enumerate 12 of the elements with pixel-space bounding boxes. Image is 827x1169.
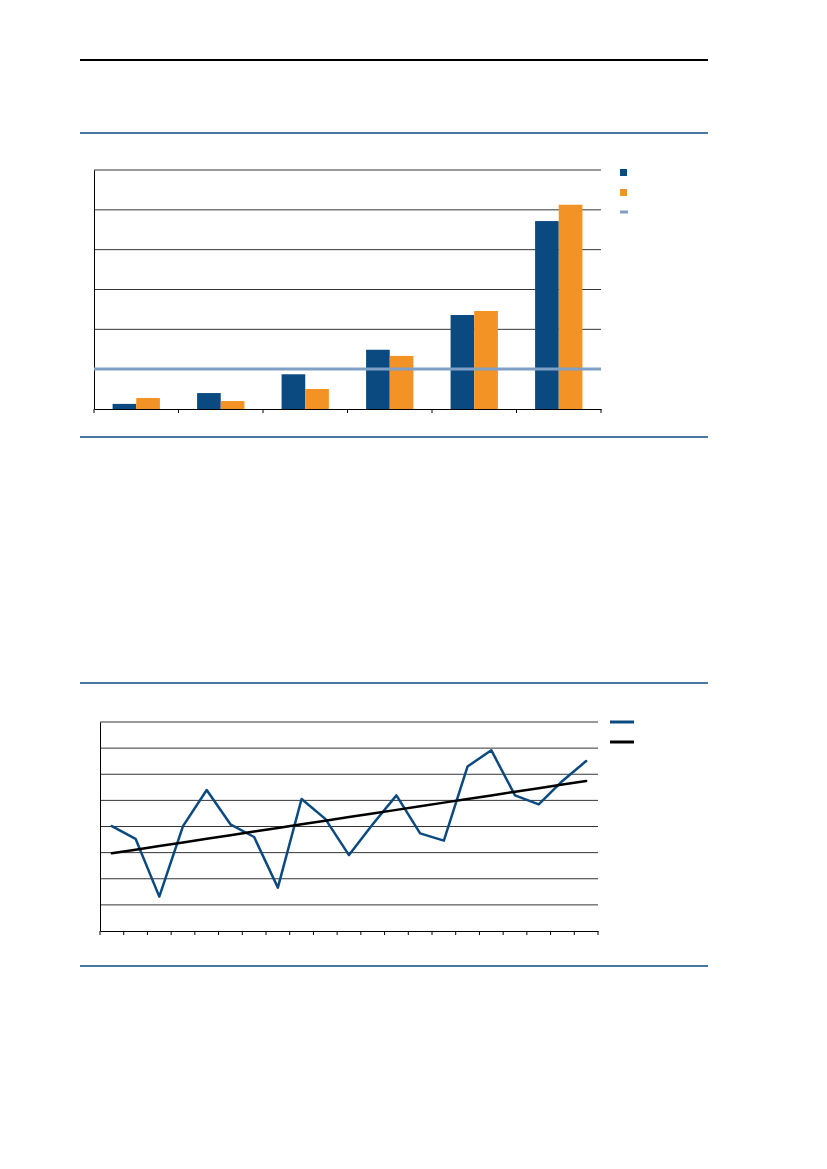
bar bbox=[389, 355, 414, 409]
bar bbox=[281, 374, 306, 409]
bar bbox=[305, 388, 329, 409]
bar bbox=[197, 393, 221, 409]
bar bbox=[220, 401, 245, 409]
bar bbox=[366, 349, 390, 409]
bar bbox=[474, 310, 498, 409]
bar bbox=[112, 403, 137, 409]
bar bbox=[136, 397, 160, 409]
bar bbox=[535, 221, 559, 409]
bar bbox=[450, 315, 475, 409]
bar bbox=[558, 204, 583, 409]
